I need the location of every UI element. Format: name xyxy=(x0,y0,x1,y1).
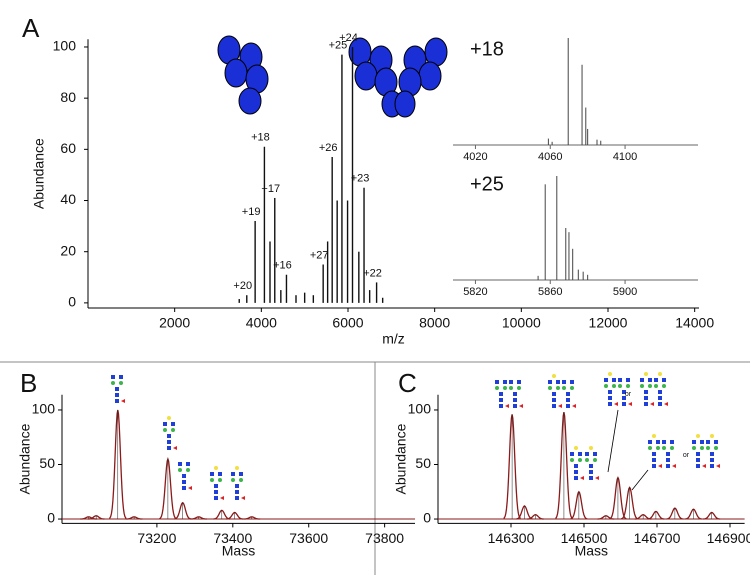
y-axis-label: Abundance xyxy=(31,138,47,209)
peak xyxy=(555,412,573,519)
x-tick-label: 5820 xyxy=(463,286,487,298)
y-tick-label: 20 xyxy=(60,242,76,258)
y-tick-label: 60 xyxy=(60,140,76,156)
x-tick-label: 4060 xyxy=(538,151,562,163)
peak xyxy=(647,510,665,520)
x-tick-label: 146500 xyxy=(561,530,608,546)
y-axis-label: Abundance xyxy=(393,423,409,494)
glycan-note: or xyxy=(625,391,632,398)
peak-label: +18 xyxy=(251,132,270,144)
peak-label: +23 xyxy=(351,173,370,185)
x-tick-label: 146700 xyxy=(634,530,681,546)
x-axis-label: Mass xyxy=(575,543,608,559)
x-tick-label: 12000 xyxy=(589,315,628,331)
y-tick-label: 100 xyxy=(408,401,432,417)
glycan-annotations xyxy=(111,372,720,500)
x-tick-label: 8000 xyxy=(419,315,450,331)
panel-letter: B xyxy=(20,368,37,398)
panel-letter: A xyxy=(22,13,40,43)
x-tick-label: 5900 xyxy=(613,286,637,298)
x-tick-label: 10000 xyxy=(502,315,541,331)
peak-label: +25 xyxy=(329,40,348,52)
peak-label: +20 xyxy=(233,280,252,292)
x-axis-label: m/z xyxy=(382,331,405,347)
x-tick-label: 2000 xyxy=(159,315,190,331)
y-tick-label: 80 xyxy=(60,89,76,105)
peak-label: +22 xyxy=(363,267,382,279)
inset-title: +18 xyxy=(470,38,504,60)
peak xyxy=(666,507,684,520)
peak-label: +24 xyxy=(339,32,358,44)
x-tick-label: 14000 xyxy=(675,315,714,331)
peak xyxy=(213,509,231,520)
x-tick-label: 5860 xyxy=(538,286,562,298)
x-tick-label: 73400 xyxy=(213,530,252,546)
inset-title: +25 xyxy=(470,173,504,195)
peak-label: +16 xyxy=(273,260,292,272)
x-tick-label: 4100 xyxy=(613,151,637,163)
peak xyxy=(570,490,588,520)
y-tick-label: 100 xyxy=(32,401,56,417)
half-antibody xyxy=(217,35,269,115)
x-axis-label: Mass xyxy=(222,543,255,559)
x-tick-label: 73800 xyxy=(365,530,404,546)
y-tick-label: 0 xyxy=(68,294,76,310)
peak xyxy=(703,511,721,520)
x-tick-label: 146900 xyxy=(707,530,750,546)
antibody xyxy=(348,37,448,118)
x-tick-label: 4020 xyxy=(463,151,487,163)
x-tick-label: 73200 xyxy=(137,530,176,546)
x-tick-label: 73600 xyxy=(289,530,328,546)
y-tick-label: 50 xyxy=(415,455,431,471)
peak xyxy=(503,414,521,519)
y-tick-label: 100 xyxy=(53,38,77,54)
glycan-note: or xyxy=(683,452,690,459)
peak xyxy=(527,514,544,520)
x-tick-label: 4000 xyxy=(246,315,277,331)
y-axis-label: Abundance xyxy=(17,423,33,494)
x-tick-label: 6000 xyxy=(332,315,363,331)
peak-label: +17 xyxy=(261,183,280,195)
peak xyxy=(609,476,627,520)
peak-label: +19 xyxy=(242,206,261,218)
peak xyxy=(685,508,702,520)
peak xyxy=(226,511,244,520)
peak-label: +27 xyxy=(310,249,329,261)
x-tick-label: 146300 xyxy=(488,530,535,546)
y-tick-label: 0 xyxy=(423,510,431,526)
y-tick-label: 50 xyxy=(39,455,55,471)
y-tick-label: 40 xyxy=(60,191,76,207)
y-tick-label: 0 xyxy=(47,510,55,526)
peak-label: +26 xyxy=(319,142,338,154)
panel-letter: C xyxy=(398,368,417,398)
